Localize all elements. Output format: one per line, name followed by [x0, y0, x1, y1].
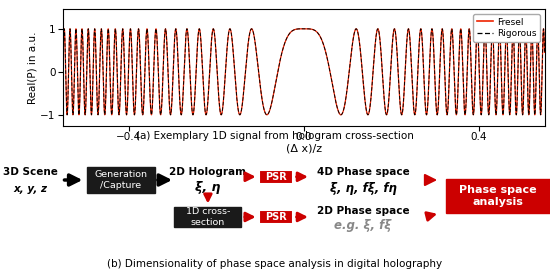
X-axis label: (Δ x)/z: (Δ x)/z [286, 143, 322, 153]
Text: ξ, η: ξ, η [195, 181, 221, 194]
Text: (b) Dimensionality of phase space analysis in digital holography: (b) Dimensionality of phase space analys… [107, 259, 443, 269]
Text: 2D Phase space: 2D Phase space [317, 205, 409, 215]
Text: 1D cross-
section: 1D cross- section [186, 207, 230, 227]
Text: e.g. ξ, fξ: e.g. ξ, fξ [334, 218, 392, 231]
Text: x, y, z: x, y, z [13, 184, 47, 194]
Text: (a) Exemplary 1D signal from hologram cross-section: (a) Exemplary 1D signal from hologram cr… [136, 131, 414, 141]
Text: PSR: PSR [265, 212, 287, 222]
FancyBboxPatch shape [87, 167, 155, 193]
Text: Phase space
analysis: Phase space analysis [459, 185, 537, 207]
Text: Generation
/Capture: Generation /Capture [95, 170, 147, 190]
FancyBboxPatch shape [259, 170, 293, 184]
Text: ξ, η, fξ, fη: ξ, η, fξ, fη [329, 182, 397, 195]
FancyBboxPatch shape [446, 179, 550, 213]
Text: 4D Phase space: 4D Phase space [317, 167, 409, 177]
Text: PSR: PSR [265, 172, 287, 182]
FancyBboxPatch shape [259, 210, 293, 224]
FancyBboxPatch shape [174, 207, 241, 227]
Y-axis label: Real(P) in a.u.: Real(P) in a.u. [28, 31, 37, 104]
Text: 2D Hologram: 2D Hologram [169, 167, 246, 177]
Text: 3D Scene: 3D Scene [3, 167, 58, 177]
Legend: Fresel, Rigorous: Fresel, Rigorous [474, 14, 540, 42]
